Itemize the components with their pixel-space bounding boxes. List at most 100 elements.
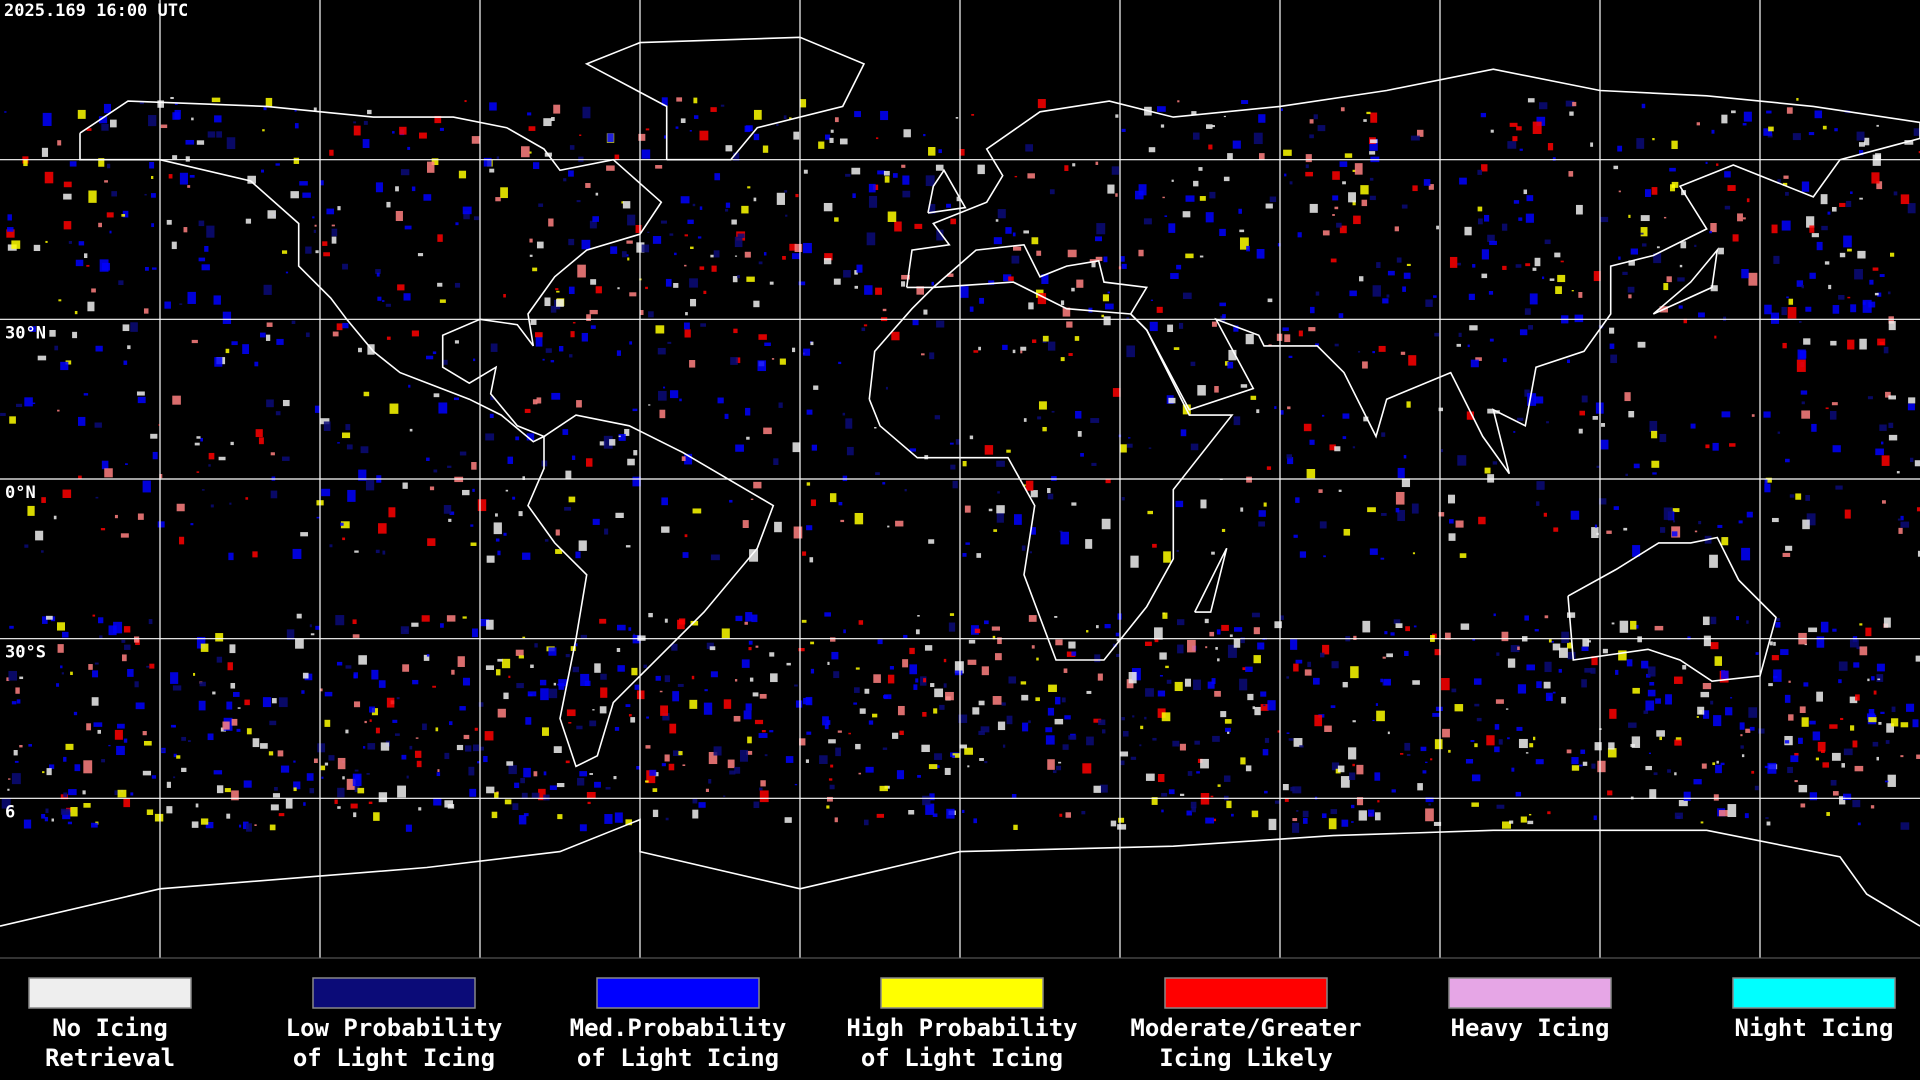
icing-pixel (810, 668, 815, 674)
icing-pixel (735, 615, 743, 622)
icing-pixel (1287, 406, 1291, 410)
icing-pixel (1739, 722, 1745, 730)
icing-pixel (521, 792, 528, 800)
icing-pixel (86, 264, 90, 267)
icing-pixel (846, 446, 854, 456)
icing-pixel (1755, 652, 1759, 655)
icing-pixel (665, 278, 672, 287)
icing-pixel (213, 770, 223, 775)
icing-pixel (586, 314, 591, 322)
icing-pixel (1802, 519, 1810, 530)
icing-pixel (74, 764, 81, 772)
icing-pixel (1721, 670, 1729, 679)
icing-pixel (1663, 216, 1667, 219)
icing-pixel (1331, 661, 1339, 669)
icing-pixel (454, 282, 461, 288)
icing-pixel (1507, 658, 1516, 668)
icing-pixel (495, 669, 501, 676)
icing-pixel (1489, 240, 1497, 246)
icing-pixel (826, 805, 830, 809)
icing-pixel (1631, 736, 1641, 748)
icing-pixel (293, 157, 300, 164)
icing-pixel (394, 733, 400, 736)
icing-pixel (1872, 267, 1879, 271)
icing-pixel (1177, 100, 1180, 103)
icing-pixel (54, 345, 59, 351)
icing-pixel (266, 399, 274, 408)
icing-pixel (1536, 501, 1540, 506)
icing-pixel (690, 298, 697, 307)
icing-pixel (802, 551, 807, 556)
icing-pixel (1527, 393, 1537, 406)
icing-pixel (354, 785, 360, 793)
icing-pixel (1746, 198, 1750, 203)
icing-pixel (1822, 762, 1830, 768)
icing-pixel (1042, 335, 1049, 342)
icing-pixel (518, 655, 524, 659)
icing-pixel (1223, 115, 1226, 118)
icing-pixel (1687, 636, 1691, 640)
icing-pixel (530, 664, 534, 669)
icing-pixel (1869, 279, 1874, 285)
icing-pixel (1566, 749, 1572, 754)
icing-pixel (1028, 720, 1031, 724)
icing-pixel (1655, 698, 1661, 704)
icing-pixel (1011, 255, 1020, 264)
icing-pixel (143, 740, 152, 746)
icing-pixel (1425, 761, 1428, 764)
icing-pixel (689, 130, 692, 132)
icing-pixel (864, 688, 870, 694)
icing-pixel (811, 444, 817, 451)
icing-pixel (142, 480, 151, 493)
icing-pixel (1400, 753, 1404, 755)
icing-pixel (354, 769, 359, 772)
icing-pixel (590, 325, 596, 329)
icing-pixel (652, 788, 658, 792)
icing-pixel (879, 785, 888, 792)
icing-pixel (1156, 106, 1166, 112)
icing-pixel (63, 221, 72, 230)
icing-pixel (319, 688, 323, 692)
icing-pixel (1337, 765, 1345, 773)
icing-pixel (382, 550, 386, 555)
icing-pixel (1870, 805, 1875, 809)
icing-pixel (660, 220, 667, 224)
icing-pixel (1101, 729, 1106, 734)
icing-pixel (914, 223, 923, 229)
icing-pixel (1397, 467, 1405, 478)
icing-pixel (11, 773, 21, 785)
icing-pixel (949, 442, 954, 445)
icing-pixel (632, 476, 641, 487)
icing-pixel (515, 436, 520, 441)
icing-pixel (1381, 512, 1387, 516)
icing-pixel (181, 736, 187, 741)
icing-pixel (1512, 136, 1518, 142)
icing-pixel (224, 788, 231, 793)
icing-pixel (793, 526, 803, 539)
icing-pixel (462, 677, 470, 686)
icing-pixel (877, 639, 883, 645)
icing-pixel (1567, 612, 1576, 618)
icing-pixel (1812, 731, 1821, 741)
icing-pixel (1820, 749, 1825, 754)
icing-pixel (1826, 812, 1830, 816)
icing-pixel (245, 218, 252, 224)
icing-pixel (1806, 513, 1816, 526)
icing-pixel (236, 728, 241, 732)
icing-pixel (472, 744, 479, 752)
icing-pixel (353, 701, 361, 708)
icing-pixel (1213, 818, 1217, 822)
icing-pixel (207, 131, 216, 138)
icing-pixel (622, 201, 631, 209)
icing-pixel (1784, 694, 1791, 703)
icing-pixel (778, 402, 783, 408)
icing-pixel (107, 163, 111, 169)
icing-pixel (1179, 793, 1185, 796)
icing-pixel (1544, 615, 1549, 619)
icing-pixel (1893, 191, 1898, 196)
icing-pixel (1403, 454, 1407, 459)
icing-pixel (1205, 124, 1213, 129)
icing-pixel (1883, 346, 1889, 354)
icing-pixel (875, 472, 880, 476)
